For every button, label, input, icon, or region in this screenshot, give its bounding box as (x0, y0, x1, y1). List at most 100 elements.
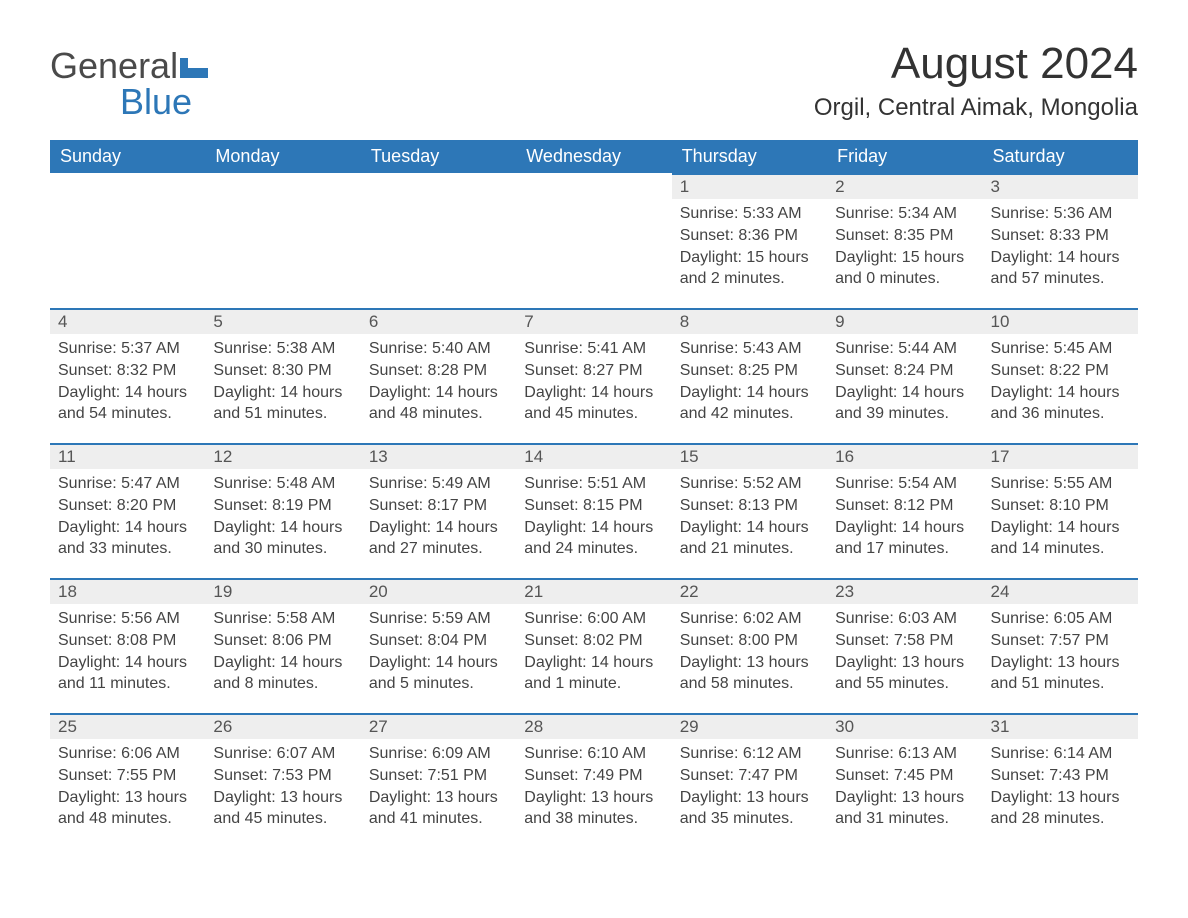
sunset-line: Sunset: 8:08 PM (58, 630, 197, 652)
calendar-cell: 6Sunrise: 5:40 AMSunset: 8:28 PMDaylight… (361, 308, 516, 443)
calendar-row: 25Sunrise: 6:06 AMSunset: 7:55 PMDayligh… (50, 713, 1138, 848)
weekday-header: Thursday (672, 140, 827, 173)
daylight-line: Daylight: 14 hours and 11 minutes. (58, 652, 197, 695)
daylight-line: Daylight: 13 hours and 48 minutes. (58, 787, 197, 830)
daylight-line: Daylight: 14 hours and 17 minutes. (835, 517, 974, 560)
sunrise-line: Sunrise: 5:44 AM (835, 338, 974, 360)
day-number: 27 (361, 713, 516, 739)
daylight-line: Daylight: 14 hours and 30 minutes. (213, 517, 352, 560)
calendar-cell: 27Sunrise: 6:09 AMSunset: 7:51 PMDayligh… (361, 713, 516, 848)
day-body: Sunrise: 5:41 AMSunset: 8:27 PMDaylight:… (516, 334, 671, 424)
day-number: 2 (827, 173, 982, 199)
daylight-line: Daylight: 14 hours and 33 minutes. (58, 517, 197, 560)
day-number: 28 (516, 713, 671, 739)
calendar-cell: 16Sunrise: 5:54 AMSunset: 8:12 PMDayligh… (827, 443, 982, 578)
sunrise-line: Sunrise: 5:59 AM (369, 608, 508, 630)
sunrise-line: Sunrise: 6:12 AM (680, 743, 819, 765)
sunrise-line: Sunrise: 6:06 AM (58, 743, 197, 765)
sunset-line: Sunset: 8:12 PM (835, 495, 974, 517)
day-number: 21 (516, 578, 671, 604)
daylight-line: Daylight: 14 hours and 45 minutes. (524, 382, 663, 425)
daylight-line: Daylight: 14 hours and 1 minute. (524, 652, 663, 695)
sunrise-line: Sunrise: 5:55 AM (991, 473, 1130, 495)
calendar-cell: 12 Sunrise: 5:48 AMSunset: 8:19 PMDayligh… (205, 443, 360, 578)
day-body: Sunrise: 5:56 AMSunset: 8:08 PMDaylight:… (50, 604, 205, 694)
sunset-line: Sunset: 7:58 PM (835, 630, 974, 652)
calendar-cell: 4Sunrise: 5:37 AMSunset: 8:32 PMDaylight… (50, 308, 205, 443)
sunset-line: Sunset: 8:32 PM (58, 360, 197, 382)
weekday-header: Friday (827, 140, 982, 173)
day-number: 3 (983, 173, 1138, 199)
sunrise-line: Sunrise: 6:03 AM (835, 608, 974, 630)
sunrise-line: Sunrise: 5:38 AM (213, 338, 352, 360)
location-text: Orgil, Central Aimak, Mongolia (814, 94, 1138, 122)
day-body: Sunrise: 6:02 AMSunset: 8:00 PMDaylight:… (672, 604, 827, 694)
day-number: 4 (50, 308, 205, 334)
sunrise-line: Sunrise: 6:09 AM (369, 743, 508, 765)
weekday-header-row: SundayMondayTuesdayWednesdayThursdayFrid… (50, 140, 1138, 173)
day-body: Sunrise: 5:51 AMSunset: 8:15 PMDaylight:… (516, 469, 671, 559)
day-number: 13 (361, 443, 516, 469)
sunrise-line: Sunrise: 5:48 AM (213, 473, 352, 495)
day-body: Sunrise: 5:54 AMSunset: 8:12 PMDaylight:… (827, 469, 982, 559)
calendar-cell: 2Sunrise: 5:34 AMSunset: 8:35 PMDaylight… (827, 173, 982, 308)
day-number: 6 (361, 308, 516, 334)
sunset-line: Sunset: 8:19 PM (213, 495, 352, 517)
calendar-cell: 18Sunrise: 5:56 AMSunset: 8:08 PMDayligh… (50, 578, 205, 713)
daylight-line: Daylight: 15 hours and 2 minutes. (680, 247, 819, 290)
day-number: 16 (827, 443, 982, 469)
day-body: Sunrise: 6:06 AMSunset: 7:55 PMDaylight:… (50, 739, 205, 829)
sunrise-line: Sunrise: 6:05 AM (991, 608, 1130, 630)
sunset-line: Sunset: 8:25 PM (680, 360, 819, 382)
day-body: Sunrise: 6:09 AMSunset: 7:51 PMDaylight:… (361, 739, 516, 829)
day-number: 23 (827, 578, 982, 604)
sunrise-line: Sunrise: 5:52 AM (680, 473, 819, 495)
sunset-line: Sunset: 8:02 PM (524, 630, 663, 652)
sunset-line: Sunset: 7:57 PM (991, 630, 1130, 652)
weekday-header: Wednesday (516, 140, 671, 173)
calendar-cell: 21Sunrise: 6:00 AMSunset: 8:02 PMDayligh… (516, 578, 671, 713)
calendar-cell (50, 173, 205, 308)
daylight-line: Daylight: 13 hours and 28 minutes. (991, 787, 1130, 830)
day-number: 12 (205, 443, 360, 469)
day-number: 1 (672, 173, 827, 199)
calendar-cell: 19Sunrise: 5:58 AMSunset: 8:06 PMDayligh… (205, 578, 360, 713)
day-body: Sunrise: 5:40 AMSunset: 8:28 PMDaylight:… (361, 334, 516, 424)
calendar-cell: 30Sunrise: 6:13 AMSunset: 7:45 PMDayligh… (827, 713, 982, 848)
day-body: Sunrise: 5:36 AMSunset: 8:33 PMDaylight:… (983, 199, 1138, 289)
calendar-cell: 14Sunrise: 5:51 AMSunset: 8:15 PMDayligh… (516, 443, 671, 578)
day-body: Sunrise: 6:12 AMSunset: 7:47 PMDaylight:… (672, 739, 827, 829)
day-number: 5 (205, 308, 360, 334)
logo: General Blue (50, 48, 208, 120)
sunrise-line: Sunrise: 6:14 AM (991, 743, 1130, 765)
daylight-line: Daylight: 14 hours and 39 minutes. (835, 382, 974, 425)
sunset-line: Sunset: 7:47 PM (680, 765, 819, 787)
day-body: Sunrise: 5:52 AMSunset: 8:13 PMDaylight:… (672, 469, 827, 559)
calendar-cell: 11Sunrise: 5:47 AMSunset: 8:20 PMDayligh… (50, 443, 205, 578)
calendar-cell: 5Sunrise: 5:38 AMSunset: 8:30 PMDaylight… (205, 308, 360, 443)
weekday-header: Saturday (983, 140, 1138, 173)
sunrise-line: Sunrise: 5:41 AM (524, 338, 663, 360)
daylight-line: Daylight: 13 hours and 58 minutes. (680, 652, 819, 695)
day-body: Sunrise: 5:38 AMSunset: 8:30 PMDaylight:… (205, 334, 360, 424)
day-number: 20 (361, 578, 516, 604)
sunset-line: Sunset: 7:55 PM (58, 765, 197, 787)
day-number: 18 (50, 578, 205, 604)
sunrise-line: Sunrise: 6:02 AM (680, 608, 819, 630)
day-body: Sunrise: 5:34 AMSunset: 8:35 PMDaylight:… (827, 199, 982, 289)
sunset-line: Sunset: 8:30 PM (213, 360, 352, 382)
day-body: Sunrise: 5:37 AMSunset: 8:32 PMDaylight:… (50, 334, 205, 424)
sunrise-line: Sunrise: 5:36 AM (991, 203, 1130, 225)
daylight-line: Daylight: 14 hours and 36 minutes. (991, 382, 1130, 425)
sunrise-line: Sunrise: 5:43 AM (680, 338, 819, 360)
calendar-table: SundayMondayTuesdayWednesdayThursdayFrid… (50, 140, 1138, 848)
calendar-cell: 10Sunrise: 5:45 AMSunset: 8:22 PMDayligh… (983, 308, 1138, 443)
daylight-line: Daylight: 14 hours and 42 minutes. (680, 382, 819, 425)
calendar-cell: 15Sunrise: 5:52 AMSunset: 8:13 PMDayligh… (672, 443, 827, 578)
calendar-row: 11Sunrise: 5:47 AMSunset: 8:20 PMDayligh… (50, 443, 1138, 578)
calendar-row: 18Sunrise: 5:56 AMSunset: 8:08 PMDayligh… (50, 578, 1138, 713)
day-number: 26 (205, 713, 360, 739)
day-number: 19 (205, 578, 360, 604)
calendar-cell: 24Sunrise: 6:05 AMSunset: 7:57 PMDayligh… (983, 578, 1138, 713)
logo-general-text: General (50, 45, 178, 86)
